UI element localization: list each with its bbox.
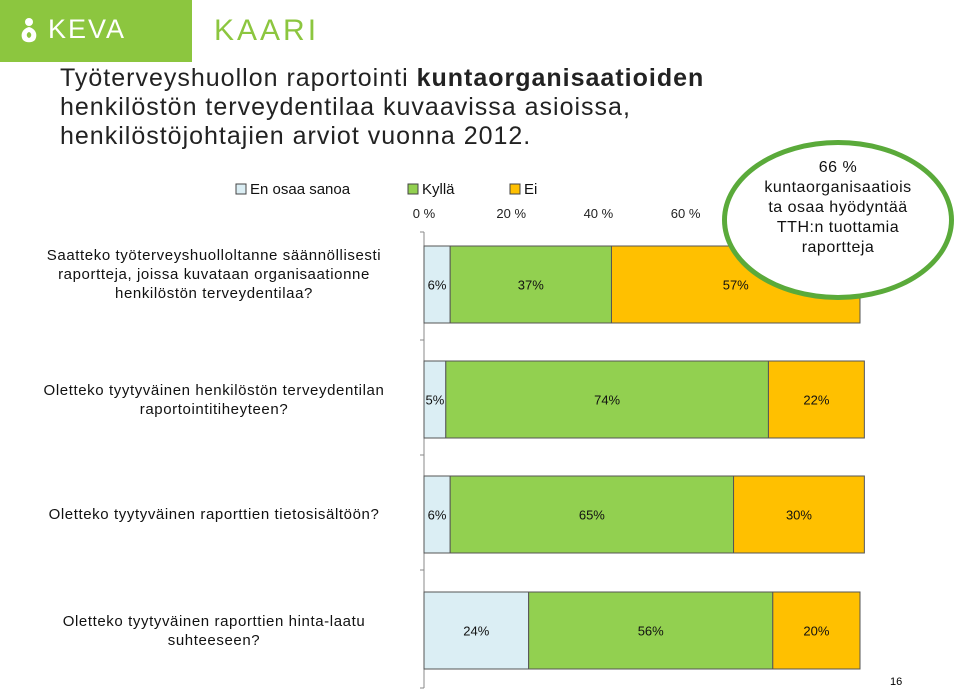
bar-segment xyxy=(445,360,769,439)
category-label-line: Oletteko tyytyväinen raporttien hinta-la… xyxy=(62,612,366,630)
title-bold: kuntaorganisaatioiden xyxy=(416,64,705,92)
data-label: 57% xyxy=(723,278,749,293)
data-label: 22% xyxy=(803,393,829,408)
legend-swatch xyxy=(407,183,419,195)
callout-text: 66 % kuntaorganisaatiois ta osaa hyödyntää… xyxy=(722,158,954,258)
keva-mark-icon xyxy=(21,17,37,42)
callout-line: ta osaa hyödyntää xyxy=(768,199,908,216)
keva-logo: KEVA xyxy=(18,14,126,45)
callout-line: TTH:n tuottamia xyxy=(776,219,900,236)
bar-segment xyxy=(423,591,530,670)
callout-line: kuntaorganisaatiois xyxy=(764,179,912,196)
category-label-line: raportointitiheyteen? xyxy=(139,400,289,418)
legend-label: Kyllä xyxy=(422,181,455,198)
bar-segment xyxy=(767,360,865,439)
title-part-1: Työterveyshuollon raportointi xyxy=(60,64,417,92)
category-label: Oletteko tyytyväinen raporttien hinta-la… xyxy=(10,612,418,650)
x-tick-label: 0 % xyxy=(413,206,436,221)
callout-ellipse xyxy=(722,140,954,300)
callout-line: raportteja xyxy=(801,239,875,256)
legend-label: Ei xyxy=(524,181,537,198)
page-title: Työterveyshuollon raportointi kuntaorgan… xyxy=(60,64,820,151)
category-label-line: Saatteko työterveyshuolloltanne säännöll… xyxy=(46,247,382,264)
x-tick-label: 40 % xyxy=(584,206,614,221)
category-label: Oletteko tyytyväinen henkilöstön terveyd… xyxy=(10,381,418,419)
callout-line: 66 % xyxy=(818,159,858,176)
data-label: 6% xyxy=(428,508,447,523)
data-label: 30% xyxy=(786,508,812,523)
data-label: 6% xyxy=(428,278,447,293)
x-tick-label: 60 % xyxy=(671,206,701,221)
category-label-line: raportteja, joissa kuvataan organisaatio… xyxy=(58,266,370,283)
legend-label: En osaa sanoa xyxy=(250,181,351,198)
data-label: 24% xyxy=(463,624,489,639)
category-label-line: Oletteko tyytyväinen raporttien tietosis… xyxy=(48,506,380,523)
title-part-2: henkilöstön terveydentilaa kuvaavissa as… xyxy=(60,93,631,150)
data-label: 74% xyxy=(594,393,620,408)
x-tick-label: 20 % xyxy=(496,206,526,221)
category-label: Oletteko tyytyväinen raporttien tietosis… xyxy=(10,505,418,524)
bar-segment xyxy=(449,475,735,554)
data-label: 5% xyxy=(426,393,445,408)
bar-segment xyxy=(528,591,774,670)
data-label: 65% xyxy=(579,508,605,523)
page-number: 16 xyxy=(890,676,903,688)
category-label-line: suhteeseen? xyxy=(167,631,261,649)
legend-swatch xyxy=(509,183,521,195)
bar-segment xyxy=(733,475,865,554)
category-label-line: Oletteko tyytyväinen henkilöstön terveyd… xyxy=(43,381,385,399)
bar-segment xyxy=(772,591,861,670)
keva-logo-text: KEVA xyxy=(48,14,127,44)
legend-swatch xyxy=(235,183,247,195)
category-label-line: henkilöstön terveydentilaa? xyxy=(115,285,313,302)
kaari-logo: KAARI xyxy=(214,14,320,47)
data-label: 37% xyxy=(518,278,544,293)
data-label: 20% xyxy=(803,624,829,639)
data-label: 56% xyxy=(638,624,664,639)
category-label: Saatteko työterveyshuolloltanne säännöll… xyxy=(10,246,418,303)
